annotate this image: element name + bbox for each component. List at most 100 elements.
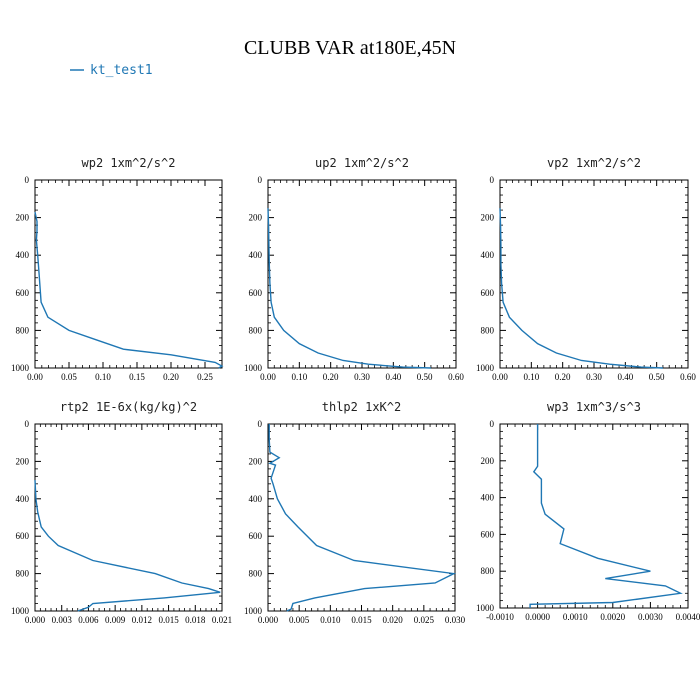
x-tick-label: 0.10 (291, 372, 307, 382)
x-tick-label: 0.000 (25, 615, 46, 625)
x-tick-label: 0.25 (197, 372, 213, 382)
x-tick-label: 0.60 (680, 372, 696, 382)
x-tick-label: 0.003 (52, 615, 73, 625)
x-tick-label: 0.000 (258, 615, 279, 625)
panel-4: rtp2 1E-6x(kg/kg)^2 0.000 0.003 0.006 0.009 0… (11, 400, 232, 625)
x-tick-label: 0.00 (492, 372, 508, 382)
y-tick-label: 1000 (244, 363, 263, 373)
y-tick-label: 0 (490, 175, 495, 185)
plot-frame (499, 423, 689, 609)
y-tick-label: 800 (481, 566, 495, 576)
x-tick-label: 0.015 (158, 615, 179, 625)
y-tick-label: 600 (249, 531, 263, 541)
x-tick-label: 0.018 (185, 615, 206, 625)
x-tick-label: 0.60 (448, 372, 464, 382)
panel-title: rtp2 1E-6x(kg/kg)^2 (60, 400, 197, 414)
panel-title: wp2 1xm^2/s^2 (82, 156, 176, 170)
x-tick-label: 0.30 (586, 372, 602, 382)
x-tick-label: 0.50 (417, 372, 433, 382)
x-tick-label: 0.15 (129, 372, 145, 382)
y-tick-label: 400 (16, 494, 30, 504)
y-tick-label: 400 (249, 250, 263, 260)
panel-2: up2 1xm^2/s^2 0.00 0.10 0.20 0.30 0.40 0.50 0.6… (244, 156, 464, 382)
y-tick-label: 800 (249, 325, 263, 335)
x-tick-label: 0.020 (383, 615, 404, 625)
x-tick-label: 0.0000 (525, 612, 550, 622)
y-tick-label: 0 (258, 419, 263, 429)
x-tick-label: 0.012 (132, 615, 152, 625)
y-tick-label: 600 (249, 288, 263, 298)
x-tick-label: 0.40 (385, 372, 401, 382)
y-tick-label: 600 (481, 288, 495, 298)
panel-6: wp3 1xm^3/s^3 -0.0010 0.0000 0.0010 0.0020 0.… (476, 400, 700, 622)
series-line (267, 208, 431, 369)
y-tick-label: 0 (258, 175, 263, 185)
y-tick-label: 0 (25, 419, 30, 429)
plot-frame (34, 179, 223, 369)
x-tick-label: 0.009 (105, 615, 126, 625)
y-tick-label: 400 (16, 250, 30, 260)
x-tick-label: 0.030 (445, 615, 466, 625)
plot-frame (499, 179, 689, 369)
legend-label: kt_test1 (90, 63, 153, 78)
y-tick-label: 600 (16, 531, 30, 541)
x-tick-label: 0.010 (320, 615, 341, 625)
x-tick-label: 0.0010 (563, 612, 588, 622)
series-line (34, 211, 224, 369)
y-tick-label: 1000 (476, 603, 495, 613)
x-tick-label: 0.10 (523, 372, 539, 382)
x-tick-label: 0.025 (414, 615, 435, 625)
x-tick-label: 0.50 (649, 372, 665, 382)
y-tick-label: 600 (481, 529, 495, 539)
y-tick-label: 200 (249, 213, 263, 223)
panel-5: thlp2 1xK^2 0.000 0.005 0.010 0.015 0.020 0.02… (244, 400, 466, 625)
plot-frame (267, 179, 457, 369)
x-tick-label: 0.20 (555, 372, 571, 382)
x-tick-label: 0.20 (163, 372, 179, 382)
x-tick-label: 0.40 (617, 372, 633, 382)
y-tick-label: 600 (16, 288, 30, 298)
x-tick-label: 0.005 (289, 615, 310, 625)
series-line (268, 424, 457, 612)
y-tick-label: 200 (249, 456, 263, 466)
panel-title: thlp2 1xK^2 (322, 400, 401, 414)
plot-frame (34, 423, 223, 612)
x-tick-label: 0.0040 (676, 612, 700, 622)
y-tick-label: 400 (249, 494, 263, 504)
x-tick-label: 0.30 (354, 372, 370, 382)
x-tick-label: 0.021 (212, 615, 232, 625)
panel-title: up2 1xm^2/s^2 (315, 156, 409, 170)
y-tick-label: 0 (25, 175, 30, 185)
x-tick-label: 0.00 (27, 372, 43, 382)
y-tick-label: 1000 (11, 363, 30, 373)
panels: wp2 1xm^2/s^2 0.00 0.05 0.10 0.15 0.20 0.25 0 20… (11, 156, 700, 625)
y-tick-label: 200 (16, 213, 30, 223)
y-tick-label: 800 (16, 325, 30, 335)
y-tick-label: 200 (481, 213, 495, 223)
y-tick-label: 1000 (11, 606, 30, 616)
x-tick-label: 0.0030 (638, 612, 663, 622)
x-tick-label: 0.10 (95, 372, 111, 382)
panel-title: wp3 1xm^3/s^3 (547, 400, 641, 414)
y-tick-label: 1000 (244, 606, 263, 616)
x-tick-label: 0.015 (351, 615, 372, 625)
y-tick-label: 200 (481, 456, 495, 466)
y-tick-label: 1000 (476, 363, 495, 373)
panel-3: vp2 1xm^2/s^2 0.00 0.10 0.20 0.30 0.40 0.50 0.6… (476, 156, 696, 382)
series-line (529, 424, 683, 608)
x-tick-label: 0.0020 (600, 612, 625, 622)
y-tick-label: 400 (481, 493, 495, 503)
y-tick-label: 800 (249, 569, 263, 579)
x-tick-label: 0.05 (61, 372, 77, 382)
figure-title: CLUBB VAR at180E,45N (244, 37, 456, 59)
panel-1: wp2 1xm^2/s^2 0.00 0.05 0.10 0.15 0.20 0.25 0 20… (11, 156, 224, 382)
panel-title: vp2 1xm^2/s^2 (547, 156, 641, 170)
x-tick-label: -0.0010 (486, 612, 514, 622)
y-tick-label: 800 (481, 325, 495, 335)
x-tick-label: 0.20 (323, 372, 339, 382)
y-tick-label: 800 (16, 569, 30, 579)
y-tick-label: 0 (490, 419, 495, 429)
series-line (499, 208, 663, 369)
y-tick-label: 200 (16, 456, 30, 466)
